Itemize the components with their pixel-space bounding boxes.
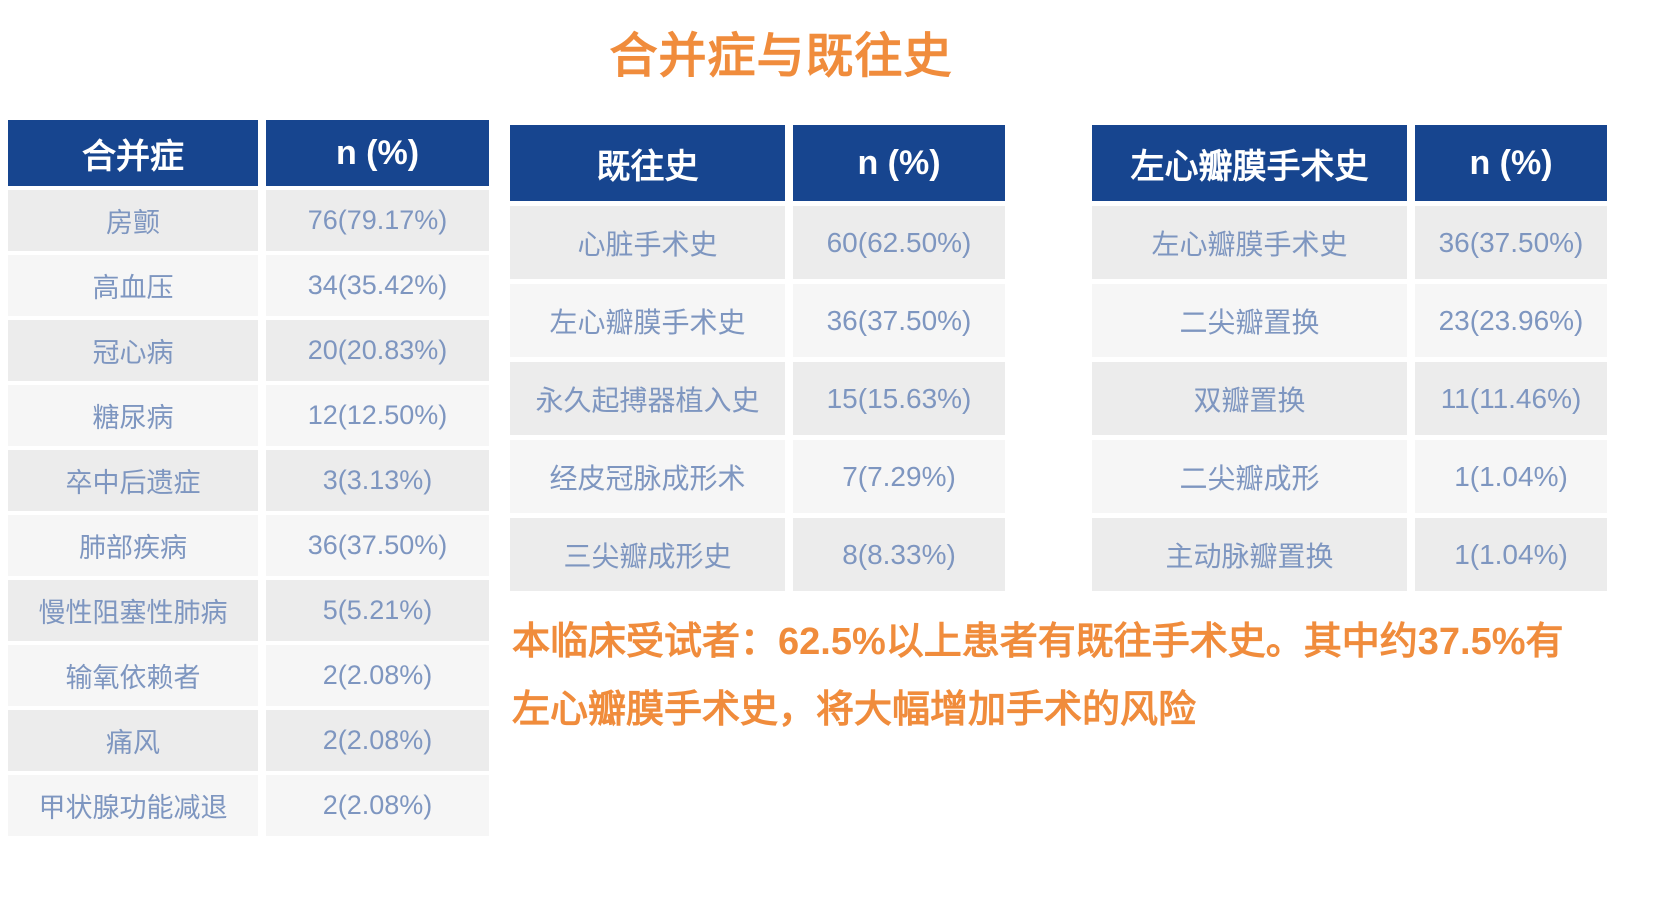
page-title: 合并症与既往史 (609, 30, 953, 83)
comorbidities-value-cell: 76(79.17%) (266, 190, 489, 251)
medical-history-label-cell: 永久起搏器植入史 (510, 362, 785, 435)
comorbidities-header-row: 合并症 n (%) (8, 120, 489, 186)
comorbidities-row: 痛风 2(2.08%) (8, 710, 489, 771)
left-valve-surgery-row: 二尖瓣成形 1(1.04%) (1092, 440, 1607, 513)
comorbidities-label-cell: 慢性阻塞性肺病 (8, 580, 258, 641)
medical-history-row: 经皮冠脉成形术 7(7.29%) (510, 440, 1005, 513)
comorbidities-row: 慢性阻塞性肺病 5(5.21%) (8, 580, 489, 641)
medical-history-value-cell: 60(62.50%) (793, 206, 1005, 279)
medical-history-label-cell: 经皮冠脉成形术 (510, 440, 785, 513)
comorbidities-value-cell: 36(37.50%) (266, 515, 489, 576)
medical-history-value-cell: 36(37.50%) (793, 284, 1005, 357)
comorbidities-table: 合并症 n (%) 房颤 76(79.17%) 高血压 34(35.42%) 冠心病 20(2… (8, 120, 489, 840)
left-valve-surgery-label-cell: 左心瓣膜手术史 (1092, 206, 1407, 279)
left-valve-surgery-row: 主动脉瓣置换 1(1.04%) (1092, 518, 1607, 591)
comorbidities-row: 高血压 34(35.42%) (8, 255, 489, 316)
left-valve-surgery-row: 左心瓣膜手术史 36(37.50%) (1092, 206, 1607, 279)
comorbidities-header-npct: n (%) (266, 120, 489, 186)
summary-note: 本临床受试者：62.5%以上患者有既往手术史。其中约37.5%有 左心瓣膜手术史… (512, 608, 1622, 744)
comorbidities-label-cell: 卒中后遗症 (8, 450, 258, 511)
medical-history-header-npct: n (%) (793, 125, 1005, 201)
left-valve-surgery-header-label: 左心瓣膜手术史 (1092, 125, 1407, 201)
comorbidities-value-cell: 20(20.83%) (266, 320, 489, 381)
left-valve-surgery-value-cell: 23(23.96%) (1415, 284, 1607, 357)
comorbidities-label-cell: 高血压 (8, 255, 258, 316)
medical-history-label-cell: 左心瓣膜手术史 (510, 284, 785, 357)
summary-note-line2: 左心瓣膜手术史，将大幅增加手术的风险 (512, 689, 1197, 731)
comorbidities-row: 糖尿病 12(12.50%) (8, 385, 489, 446)
medical-history-label-cell: 心脏手术史 (510, 206, 785, 279)
left-valve-surgery-label-cell: 二尖瓣置换 (1092, 284, 1407, 357)
comorbidities-value-cell: 12(12.50%) (266, 385, 489, 446)
left-valve-surgery-row: 二尖瓣置换 23(23.96%) (1092, 284, 1607, 357)
left-valve-surgery-header-row: 左心瓣膜手术史 n (%) (1092, 125, 1607, 201)
comorbidities-row: 输氧依赖者 2(2.08%) (8, 645, 489, 706)
comorbidities-value-cell: 5(5.21%) (266, 580, 489, 641)
summary-note-line1: 本临床受试者：62.5%以上患者有既往手术史。其中约37.5%有 (512, 621, 1564, 663)
comorbidities-value-cell: 2(2.08%) (266, 645, 489, 706)
comorbidities-row: 卒中后遗症 3(3.13%) (8, 450, 489, 511)
left-valve-surgery-value-cell: 11(11.46%) (1415, 362, 1607, 435)
medical-history-row: 永久起搏器植入史 15(15.63%) (510, 362, 1005, 435)
comorbidities-label-cell: 房颤 (8, 190, 258, 251)
left-valve-surgery-table: 左心瓣膜手术史 n (%) 左心瓣膜手术史 36(37.50%) 二尖瓣置换 23(23.… (1092, 125, 1607, 596)
medical-history-row: 三尖瓣成形史 8(8.33%) (510, 518, 1005, 591)
comorbidities-label-cell: 肺部疾病 (8, 515, 258, 576)
medical-history-value-cell: 15(15.63%) (793, 362, 1005, 435)
comorbidities-row: 肺部疾病 36(37.50%) (8, 515, 489, 576)
medical-history-header-row: 既往史 n (%) (510, 125, 1005, 201)
comorbidities-value-cell: 34(35.42%) (266, 255, 489, 316)
comorbidities-label-cell: 甲状腺功能减退 (8, 775, 258, 836)
comorbidities-header-label: 合并症 (8, 120, 258, 186)
left-valve-surgery-label-cell: 双瓣置换 (1092, 362, 1407, 435)
comorbidities-value-cell: 2(2.08%) (266, 775, 489, 836)
left-valve-surgery-value-cell: 1(1.04%) (1415, 518, 1607, 591)
medical-history-value-cell: 8(8.33%) (793, 518, 1005, 591)
comorbidities-label-cell: 冠心病 (8, 320, 258, 381)
comorbidities-label-cell: 糖尿病 (8, 385, 258, 446)
medical-history-label-cell: 三尖瓣成形史 (510, 518, 785, 591)
medical-history-header-label: 既往史 (510, 125, 785, 201)
left-valve-surgery-value-cell: 36(37.50%) (1415, 206, 1607, 279)
medical-history-row: 心脏手术史 60(62.50%) (510, 206, 1005, 279)
left-valve-surgery-header-npct: n (%) (1415, 125, 1607, 201)
medical-history-table: 既往史 n (%) 心脏手术史 60(62.50%) 左心瓣膜手术史 36(37.50%)… (510, 125, 1005, 596)
medical-history-value-cell: 7(7.29%) (793, 440, 1005, 513)
comorbidities-label-cell: 输氧依赖者 (8, 645, 258, 706)
left-valve-surgery-value-cell: 1(1.04%) (1415, 440, 1607, 513)
comorbidities-row: 冠心病 20(20.83%) (8, 320, 489, 381)
left-valve-surgery-label-cell: 二尖瓣成形 (1092, 440, 1407, 513)
comorbidities-row: 房颤 76(79.17%) (8, 190, 489, 251)
comorbidities-value-cell: 3(3.13%) (266, 450, 489, 511)
left-valve-surgery-label-cell: 主动脉瓣置换 (1092, 518, 1407, 591)
left-valve-surgery-row: 双瓣置换 11(11.46%) (1092, 362, 1607, 435)
comorbidities-value-cell: 2(2.08%) (266, 710, 489, 771)
comorbidities-label-cell: 痛风 (8, 710, 258, 771)
comorbidities-row: 甲状腺功能减退 2(2.08%) (8, 775, 489, 836)
medical-history-row: 左心瓣膜手术史 36(37.50%) (510, 284, 1005, 357)
